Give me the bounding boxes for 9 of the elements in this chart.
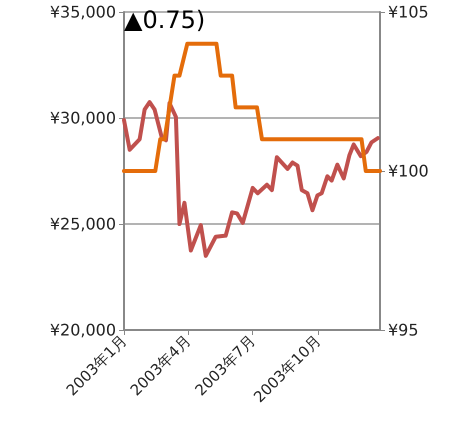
y-tick-label: ¥25,000	[50, 214, 116, 234]
y2-tick-label: ¥100	[388, 162, 429, 180]
y-tick-label: ¥30,000	[50, 108, 116, 128]
line-series	[122, 100, 380, 258]
y2-tick-label: ¥105	[388, 2, 429, 22]
annotation: ▲0.75)	[124, 6, 206, 34]
y2-tick-label: ¥95	[388, 320, 419, 340]
y-tick-label: ¥35,000	[50, 2, 116, 22]
line-series	[122, 42, 382, 173]
